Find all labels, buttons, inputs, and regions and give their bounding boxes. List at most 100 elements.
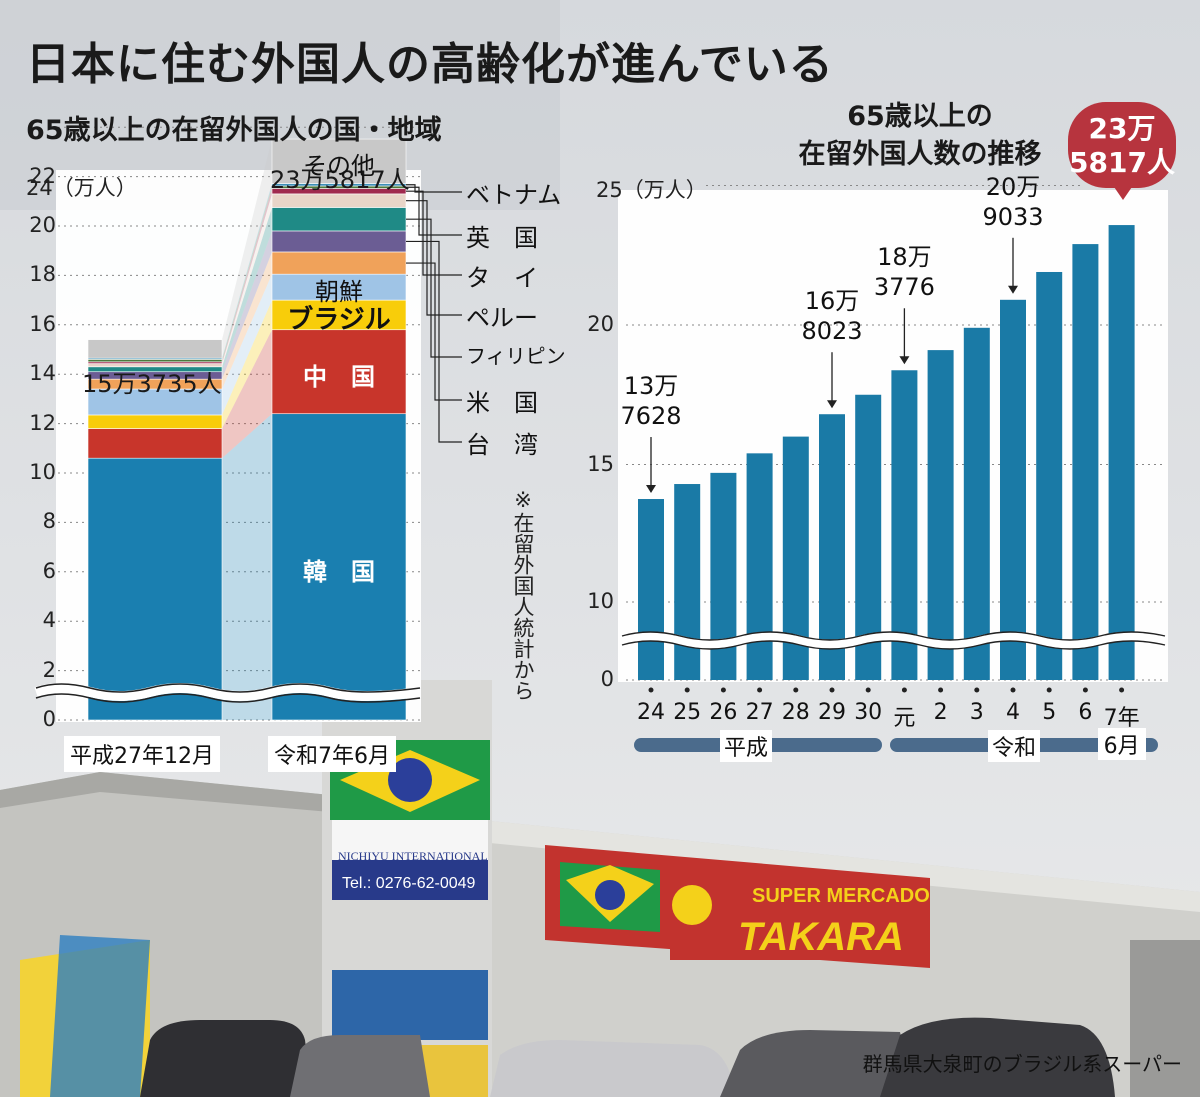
trend-bar (1036, 271, 1063, 680)
leader-line-vietnam (406, 184, 462, 193)
highlight-pointer (1112, 184, 1134, 200)
value-annotation: 13万 7628 (606, 371, 696, 431)
leader-line-taiwan (406, 240, 462, 443)
svg-text:Tel.: 0276-62-0049: Tel.: 0276-62-0049 (342, 875, 476, 892)
x-category: 4 (1006, 700, 1020, 725)
x-tick-dot (1119, 687, 1125, 693)
segment-label-brazil: ブラジル (287, 304, 391, 335)
annotation-arrowhead (899, 356, 910, 365)
store-sign-large: TAKARA (738, 915, 904, 959)
headline: 日本に住む外国人の高齢化が進んでいる (26, 39, 834, 90)
trend-bar (1072, 244, 1099, 680)
left-y-tick: 16 (29, 311, 56, 336)
annotation-line: 3776 (873, 273, 935, 302)
stacked-segment (87, 428, 223, 459)
left-y-tick: 20 (29, 213, 56, 237)
annotation-arrowhead (646, 485, 656, 494)
leader-line-philippines (406, 218, 462, 358)
stacked-segment (271, 329, 407, 415)
segment-label-other: その他 (303, 152, 375, 181)
x-category: 3 (969, 700, 984, 725)
legend-label-vietnam: ベトナム (466, 181, 562, 209)
stacked-segment (271, 138, 407, 184)
x-category: 6 (1078, 700, 1093, 725)
x-category: 30 (854, 700, 883, 725)
right-title-line2: 在留外国人数の推移 (798, 139, 1042, 170)
trend-bar (891, 370, 918, 680)
trend-bar (927, 350, 954, 680)
stack-connector (222, 207, 272, 372)
trend-bar (1000, 299, 1026, 680)
x-category: 25 (673, 700, 702, 725)
x-tick-dot (684, 687, 690, 693)
stacked-segment (87, 339, 223, 359)
x-category: 28 (781, 700, 810, 725)
left-y-tick: 2 (42, 657, 56, 682)
highlight-line: 5817人 (1069, 146, 1175, 179)
annotation-arrowhead (827, 400, 837, 409)
left-y-unit: 24（万人） (26, 176, 137, 200)
left-y-tick: 10 (29, 460, 56, 484)
legend-label-taiwan: 台 湾 (466, 431, 538, 459)
legend-label-thailand: タ イ (466, 264, 538, 292)
annotation-line: 8023 (801, 317, 863, 346)
legend-label-usa: 米 国 (466, 389, 538, 417)
x-category: 29 (818, 700, 846, 725)
x-category: 26 (709, 700, 738, 725)
stacked-segment (271, 207, 407, 232)
stacked-segment (87, 457, 223, 721)
right-y-tick: 10 (587, 589, 614, 613)
stacked-segment (271, 193, 407, 208)
right-chart-title: 65歳以上の 在留外国人数の推移 (760, 98, 1080, 174)
leader-line-usa (406, 262, 462, 401)
annotation-line: 7628 (620, 402, 682, 431)
value-annotation: 18万 3776 (859, 242, 949, 302)
trend-bar (638, 499, 664, 680)
x-tick-dot (901, 687, 907, 693)
x-category: 2 (933, 700, 948, 725)
right-y-tick: 0 (600, 667, 614, 691)
trend-bar (674, 484, 701, 680)
segment-label-chosen: 朝鮮 (315, 278, 363, 307)
left-axis-break-line (35, 683, 421, 693)
trend-bar (746, 453, 773, 680)
legend-label-uk: 英 国 (466, 224, 538, 252)
annotation-line: 16万 (804, 287, 860, 316)
x-tick-dot (1010, 687, 1016, 693)
category-left: 平成27年12月 (64, 736, 220, 772)
stack-connector (222, 183, 272, 360)
total-left: 15万3735人 (82, 370, 222, 398)
segment-label-china: 中 国 (303, 362, 375, 391)
trend-bar (963, 327, 990, 680)
highlight-bubble (1068, 102, 1176, 188)
x-tick-dot (938, 687, 944, 693)
right-y-tick: 15 (587, 451, 614, 476)
x-tick-dot (1082, 687, 1088, 693)
left-y-tick: 0 (42, 707, 56, 731)
highlight-line: 23万 (1088, 112, 1156, 145)
segment-label-korea: 韓 国 (303, 557, 375, 586)
stack-connector (222, 185, 272, 362)
stacked-segment (271, 251, 407, 275)
left-axis-break-line (35, 693, 421, 703)
x-category-sub: 6月 (1097, 728, 1146, 760)
legend-label-philippines: フィリピン (466, 344, 566, 368)
annotation-line: 9033 (982, 202, 1044, 231)
era-label-reiwa: 令和 (988, 730, 1041, 762)
trend-bar (1108, 225, 1135, 681)
stack-connector (222, 413, 272, 720)
right-axis-break-line (621, 631, 1166, 641)
x-tick-dot (793, 687, 799, 693)
stacked-segment (271, 273, 407, 301)
x-tick-dot (829, 687, 835, 693)
stack-connector (222, 329, 272, 459)
x-tick-dot (865, 687, 871, 693)
source-note: ※在留外国人統計から (511, 488, 535, 701)
annotation-line: 13万 (623, 372, 679, 401)
x-tick-dot (648, 687, 654, 693)
era-label-heisei: 平成 (720, 730, 773, 762)
total-right: 23万5817人 (270, 166, 410, 194)
trend-bar (819, 414, 845, 680)
stack-connector (222, 251, 272, 390)
